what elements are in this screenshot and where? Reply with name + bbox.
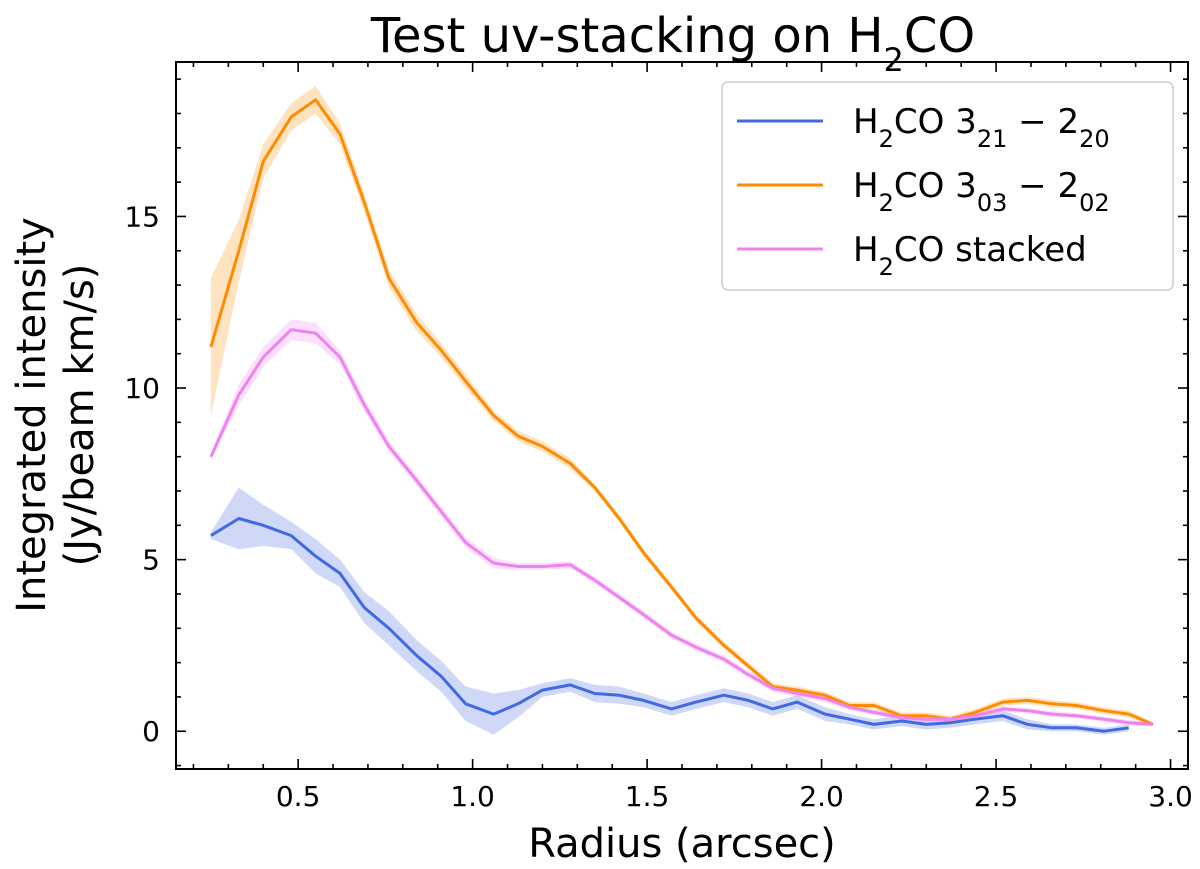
y-tick-label: 10 — [124, 372, 160, 405]
y-tick-labels: 0 5 10 15 — [124, 200, 160, 748]
series-1-line — [210, 517, 1129, 733]
y-tick-label: 0 — [142, 715, 160, 748]
x-tick-label: 0.5 — [276, 780, 321, 813]
y-axis-title-line1: Integrated intensity — [9, 217, 55, 613]
legend-label-1: H2CO 321 − 220 — [853, 102, 1110, 153]
x-tick-label: 1.0 — [450, 780, 495, 813]
series-2-line — [209, 98, 1154, 726]
y-axis-title: Integrated intensity (Jy/beam km/s) — [9, 217, 103, 613]
y-tick-label: 15 — [124, 200, 160, 233]
series-lines — [209, 98, 1154, 733]
chart-title: Test uv-stacking on H2CO — [370, 8, 975, 79]
chart-title-end: CO — [904, 8, 975, 64]
legend-box — [721, 81, 1174, 291]
y-tick-label: 5 — [142, 544, 160, 577]
legend-label-3: H2CO stacked — [853, 230, 1087, 281]
y-axis-title-line2: (Jy/beam km/s) — [57, 264, 103, 567]
x-tick-label: 2.0 — [799, 780, 844, 813]
legend: H2CO 321 − 220 H2CO 303 − 202 H2CO stacked — [721, 81, 1174, 291]
x-tick-label: 3.0 — [1148, 780, 1193, 813]
series-3-line — [209, 328, 1154, 726]
chart-title-sub: 2 — [884, 41, 904, 79]
x-axis-title: Radius (arcsec) — [528, 821, 836, 867]
x-tick-label: 1.5 — [625, 780, 670, 813]
legend-label-2: H2CO 303 − 202 — [853, 166, 1110, 217]
chart-title-main: Test uv-stacking on H — [370, 8, 884, 64]
series-1-error-band — [210, 487, 1129, 735]
x-tick-label: 2.5 — [974, 780, 1019, 813]
axis-ticks — [176, 62, 1188, 769]
x-tick-labels: 0.5 1.0 1.5 2.0 2.5 3.0 — [276, 780, 1193, 813]
